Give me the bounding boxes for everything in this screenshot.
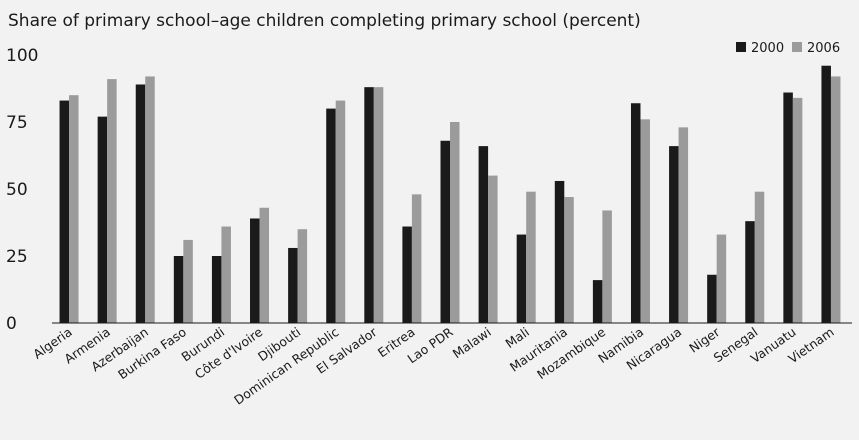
bar-2000-nicaragua xyxy=(669,146,679,323)
bars xyxy=(52,65,852,324)
bar-2000-mozambique xyxy=(592,280,603,323)
y-tick-label: 75 xyxy=(6,113,28,133)
chart-title: Share of primary school–age children com… xyxy=(8,11,641,31)
bar-2006-dominican-republic xyxy=(335,100,346,323)
bar-2000-senegal xyxy=(745,221,755,323)
bar-2006-senegal xyxy=(754,191,765,323)
bar-2000-niger xyxy=(707,274,717,323)
bar-2006-burkina-faso xyxy=(183,239,193,323)
bar-2000-djibouti xyxy=(288,247,298,323)
y-axis: 0 25 50 75 100 xyxy=(6,46,38,334)
bar-2000-armenia xyxy=(97,116,108,323)
bar-2006-mali xyxy=(526,191,536,323)
bar-2000-vanuatu xyxy=(783,92,793,324)
bar-2006-algeria xyxy=(69,95,79,323)
bar-2006-c-te-d-ivoire xyxy=(259,207,270,323)
bar-2006-azerbaijan xyxy=(145,76,155,323)
bar-2000-dominican-republic xyxy=(326,108,336,323)
bar-2006-lao-pdr xyxy=(450,122,460,323)
legend: 2000 2006 xyxy=(736,41,840,56)
bar-2000-mauritania xyxy=(554,180,565,323)
legend-label-2006: 2006 xyxy=(807,41,840,56)
bar-2000-malawi xyxy=(478,146,489,323)
legend-label-2000: 2000 xyxy=(751,41,784,56)
bar-2000-namibia xyxy=(630,103,641,324)
bar-2006-malawi xyxy=(488,175,498,323)
bar-2006-vietnam xyxy=(830,76,841,323)
bar-2006-niger xyxy=(716,234,727,323)
bar-2006-vanuatu xyxy=(792,97,803,323)
bar-2000-azerbaijan xyxy=(135,84,146,323)
bar-2006-mauritania xyxy=(564,197,574,323)
x-tick-label: Malawi xyxy=(450,324,494,361)
bar-2006-el-salvador xyxy=(373,87,384,323)
bar-2000-eritrea xyxy=(402,226,412,323)
bar-2006-armenia xyxy=(107,79,117,324)
legend-swatch-2000 xyxy=(736,42,746,52)
y-tick-label: 100 xyxy=(6,46,38,66)
bar-2000-burundi xyxy=(211,256,222,323)
bar-2006-burundi xyxy=(221,226,231,323)
y-tick-label: 0 xyxy=(6,314,17,334)
bar-2000-algeria xyxy=(59,100,70,323)
y-tick-label: 25 xyxy=(6,247,28,267)
bar-2006-namibia xyxy=(640,119,650,323)
bar-2000-el-salvador xyxy=(364,87,374,323)
bar-2006-eritrea xyxy=(411,194,422,323)
y-tick-label: 50 xyxy=(6,180,28,200)
bar-2000-burkina-faso xyxy=(173,256,184,323)
legend-swatch-2006 xyxy=(792,42,802,52)
bar-2006-djibouti xyxy=(297,229,308,323)
bar-2000-mali xyxy=(516,234,527,323)
bar-2000-c-te-d-ivoire xyxy=(250,218,260,323)
bar-2006-mozambique xyxy=(602,210,612,323)
bar-2000-lao-pdr xyxy=(440,140,450,323)
bar-2006-nicaragua xyxy=(678,127,689,323)
bar-2000-vietnam xyxy=(821,65,831,323)
